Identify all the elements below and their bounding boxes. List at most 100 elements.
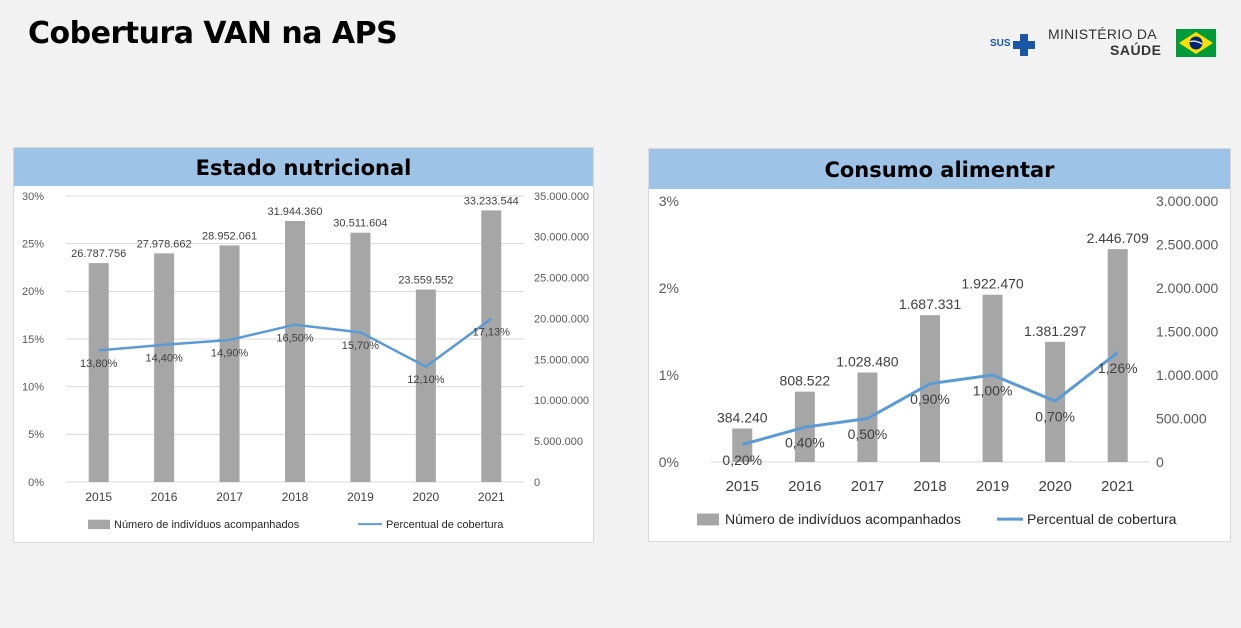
bar-data-label: 2.446.709: [1087, 230, 1149, 246]
bar-data-label: 1.381.297: [1024, 323, 1086, 339]
chart-title: Estado nutricional: [14, 148, 593, 186]
bar-data-label: 1.687.331: [899, 296, 961, 312]
line-data-label: 13,80%: [80, 358, 118, 370]
right-axis-tick-label: 1.000.000: [1156, 367, 1218, 383]
coverage-line: [98, 317, 493, 368]
bar: [88, 263, 109, 482]
x-axis-tick-label: 2021: [1101, 478, 1134, 495]
left-axis-tick-label: 1%: [659, 367, 679, 383]
left-axis-tick-label: 15%: [22, 334, 44, 346]
legend-bar-label: Número de indivíduos acompanhados: [114, 519, 300, 531]
line-data-label: 1,26%: [1098, 360, 1138, 376]
left-axis-tick-label: 0%: [28, 477, 44, 489]
chart-estado-nutricional: 0% 5% 10% 15% 20% 25% 30% 0 5.000.000 10.000.000 1…: [22, 191, 589, 531]
x-axis-tick-label: 2017: [851, 478, 884, 495]
logo-line-2: SAÚDE: [1110, 42, 1162, 58]
bar: [415, 289, 436, 482]
bar-data-label: 384.240: [717, 410, 768, 426]
sus-label: SUS: [990, 38, 1011, 49]
left-axis-tick-label: 5%: [28, 429, 44, 441]
right-axis-tick-label: 1.500.000: [1156, 323, 1218, 339]
line-data-label: 15,70%: [342, 340, 380, 352]
x-axis-tick-label: 2016: [788, 478, 821, 495]
sus-cross-icon: [1013, 34, 1035, 56]
bar: [920, 315, 940, 462]
right-axis-tick-label: 30.000.000: [534, 232, 589, 244]
bar-data-label: 33.233.544: [464, 195, 519, 207]
bar-data-label: 23.559.552: [398, 274, 453, 286]
right-axis-tick-label: 0: [534, 477, 540, 489]
right-axis-tick-label: 500.000: [1156, 410, 1207, 426]
x-axis-tick-label: 2017: [216, 490, 243, 504]
legend-bar-swatch: [88, 519, 110, 530]
bar-data-label: 27.978.662: [137, 238, 192, 250]
line-data-label: 12,10%: [407, 374, 445, 386]
bar-data-label: 30.511.604: [333, 218, 387, 230]
right-axis-tick-label: 15.000.000: [534, 354, 589, 366]
right-axis-tick-label: 5.000.000: [534, 436, 583, 448]
left-axis-tick-label: 20%: [22, 286, 44, 298]
right-axis-tick-label: 25.000.000: [534, 273, 589, 285]
bar: [481, 210, 502, 483]
right-axis-tick-label: 3.000.000: [1156, 193, 1218, 209]
bar: [350, 232, 371, 482]
x-axis-tick-label: 2019: [976, 478, 1009, 495]
right-axis-tick-label: 0: [1156, 454, 1164, 470]
line-data-label: 0,50%: [848, 426, 888, 442]
bar: [219, 245, 240, 482]
page-title: Cobertura VAN na APS: [28, 16, 398, 51]
line-data-label: 17,13%: [473, 326, 511, 338]
line-data-label: 14,40%: [145, 352, 183, 364]
chart-title: Consumo alimentar: [649, 149, 1230, 189]
right-axis-tick-label: 2.500.000: [1156, 236, 1218, 252]
left-axis-tick-label: 3%: [659, 193, 679, 209]
bar: [982, 294, 1003, 462]
line-data-label: 0,90%: [910, 391, 950, 407]
right-axis-tick-label: 35.000.000: [534, 191, 589, 203]
x-axis-tick-label: 2020: [1038, 478, 1071, 495]
line-data-label: 16,50%: [276, 332, 314, 344]
left-axis-tick-label: 30%: [22, 191, 44, 203]
bar: [1107, 249, 1128, 462]
bar-data-label: 26.787.756: [71, 248, 126, 260]
line-data-label: 0,40%: [785, 435, 825, 451]
bar-data-label: 1.028.480: [836, 354, 898, 370]
chart-panel-estado-nutricional: Estado nutricional 0% 5% 10% 15% 20% 25% 30% 0 5…: [13, 147, 594, 543]
x-axis-tick-label: 2018: [913, 478, 946, 495]
bar-data-label: 31.944.360: [267, 206, 322, 218]
x-axis-tick-label: 2018: [282, 490, 309, 504]
line-data-label: 1,00%: [973, 382, 1013, 398]
bar-data-label: 1.922.470: [961, 276, 1023, 292]
x-axis-tick-label: 2021: [478, 490, 505, 504]
x-axis-tick-label: 2015: [85, 490, 112, 504]
logo-line-1: MINISTÉRIO DA: [1048, 26, 1157, 42]
left-axis-tick-label: 10%: [22, 382, 44, 394]
right-axis-tick-label: 10.000.000: [534, 395, 589, 407]
x-axis-tick-label: 2020: [413, 490, 440, 504]
left-axis-tick-label: 0%: [659, 454, 679, 470]
line-data-label: 14,90%: [211, 348, 249, 360]
right-axis-tick-label: 20.000.000: [534, 313, 589, 325]
ministerio-logo: SUS MINISTÉRIO DA SAÚDE: [990, 24, 1220, 64]
x-axis-tick-label: 2016: [151, 490, 178, 504]
right-axis-tick-label: 2.000.000: [1156, 280, 1218, 296]
chart-consumo-alimentar: 0% 1% 2% 3% 0 500.000 1.000.000 1.500.000 2.000.…: [659, 193, 1219, 527]
legend-line-label: Percentual de cobertura: [386, 519, 504, 531]
bar: [154, 253, 175, 482]
brazil-flag-icon: [1176, 29, 1216, 57]
line-data-label: 0,70%: [1035, 409, 1075, 425]
bar: [285, 220, 305, 483]
legend-bar-swatch: [697, 513, 719, 526]
bar: [732, 428, 753, 462]
left-axis-tick-label: 2%: [659, 280, 679, 296]
bar-data-label: 808.522: [780, 373, 831, 389]
left-axis-tick-label: 25%: [22, 239, 44, 251]
x-axis-tick-label: 2019: [347, 490, 374, 504]
legend-line-label: Percentual de cobertura: [1027, 511, 1177, 527]
coverage-line: [741, 351, 1119, 447]
bar-data-label: 28.952.061: [202, 230, 257, 242]
line-data-label: 0,20%: [722, 452, 762, 468]
x-axis-tick-label: 2015: [726, 478, 759, 495]
legend-bar-label: Número de indivíduos acompanhados: [725, 511, 961, 527]
chart-panel-consumo-alimentar: Consumo alimentar 0% 1% 2% 3% 0 500.000 1.000.…: [648, 148, 1231, 542]
